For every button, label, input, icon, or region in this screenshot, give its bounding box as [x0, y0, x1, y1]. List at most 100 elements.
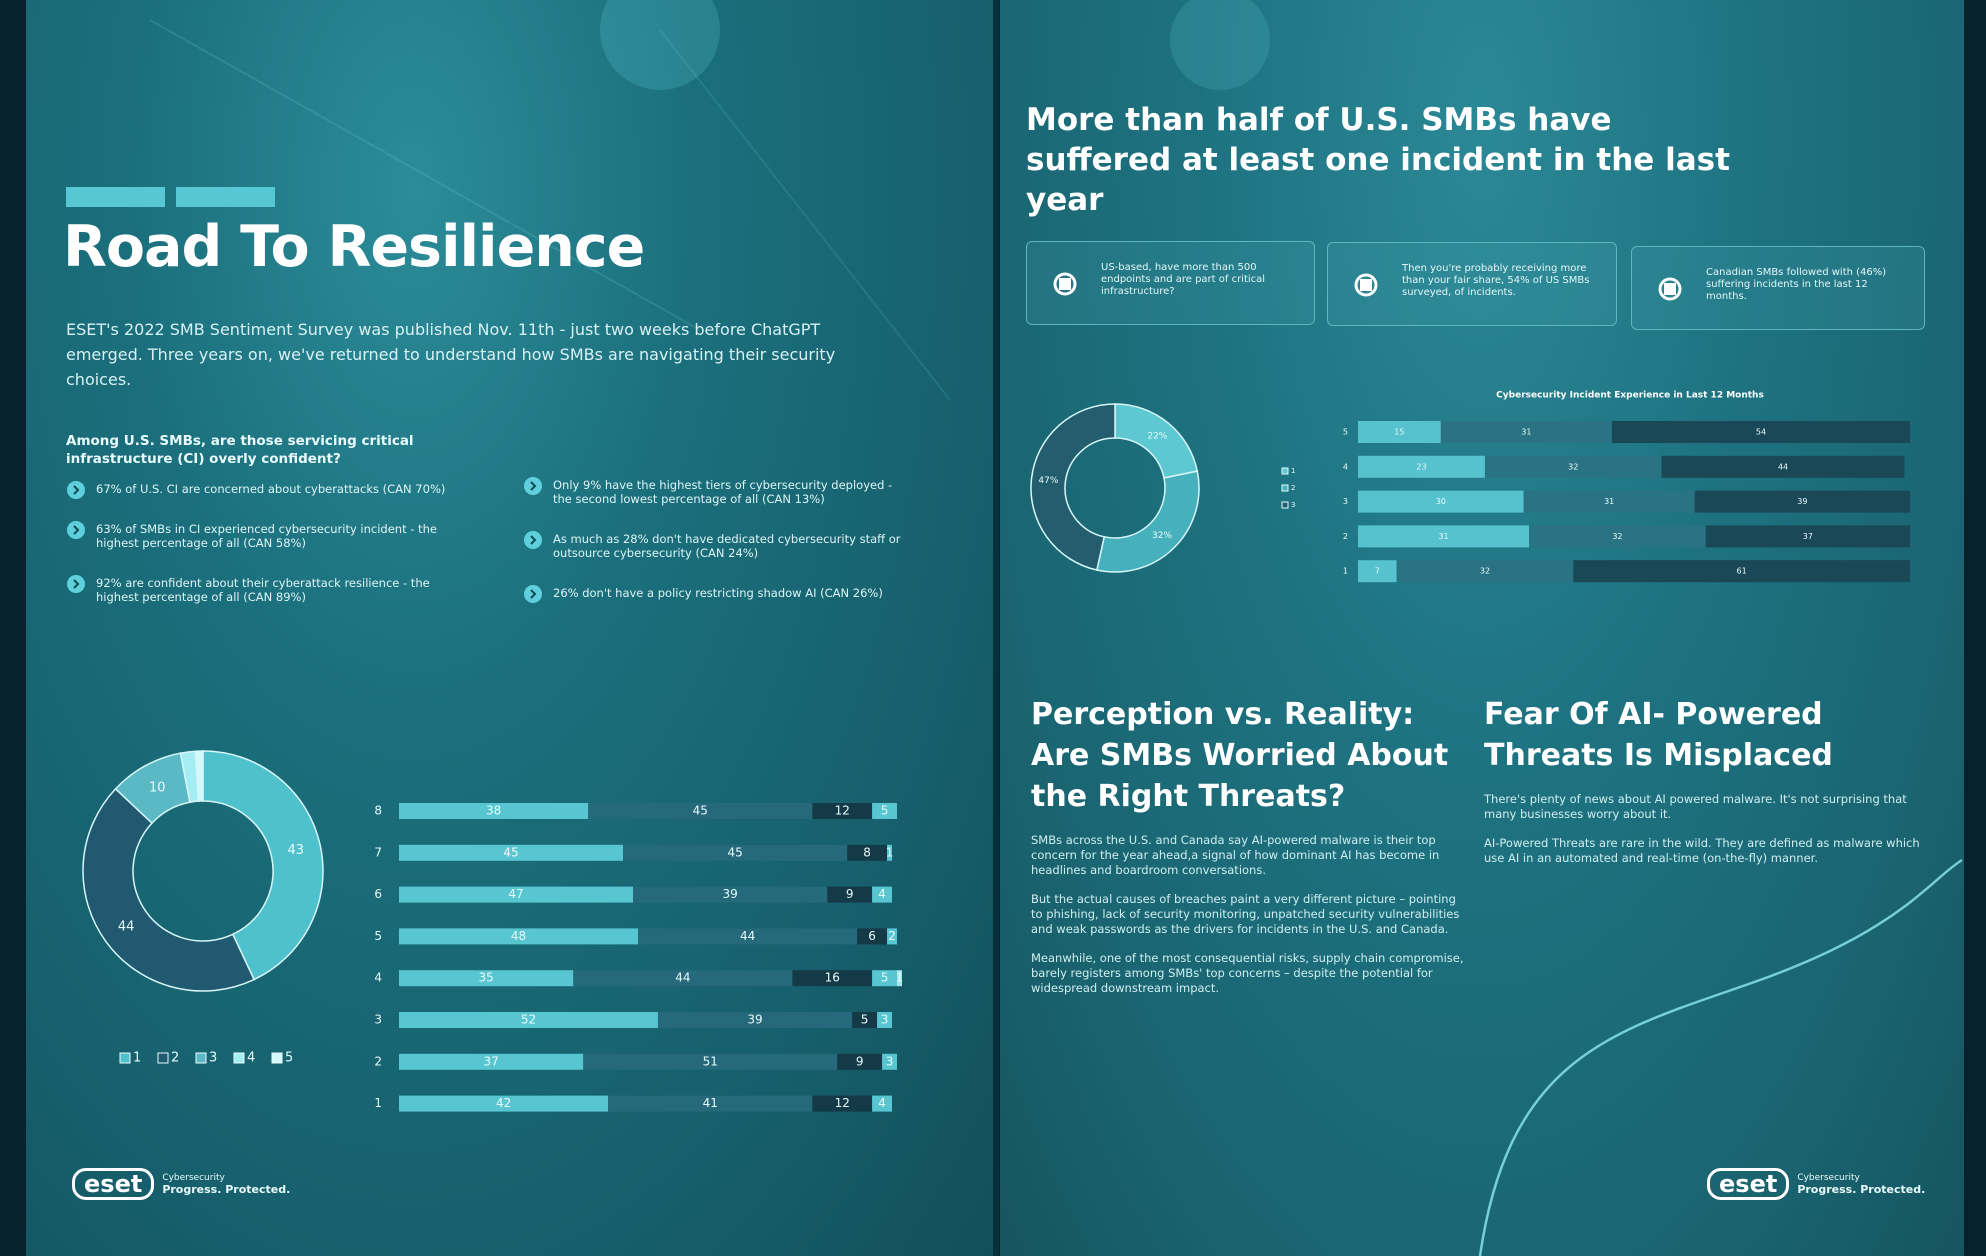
icon-chevron — [530, 589, 537, 599]
data-label: 31 — [1438, 532, 1448, 541]
bullet-text: As much as 28% don't have dedicated cybe… — [553, 532, 901, 560]
bar-segment — [608, 1095, 813, 1112]
donut-slice — [202, 750, 324, 981]
card-icon — [1658, 277, 1682, 301]
y-tick-label: 4 — [1343, 462, 1348, 471]
bar-segment — [1358, 421, 1441, 443]
data-label: 39 — [1797, 497, 1807, 506]
data-label: 45 — [503, 845, 518, 859]
bullet-icon — [67, 521, 85, 539]
bar-segment — [399, 1095, 609, 1112]
data-label: 35 — [479, 971, 494, 985]
legend-label: 1 — [133, 1051, 141, 1066]
bar-segment — [812, 803, 873, 819]
bar-segment — [872, 1095, 893, 1112]
data-label: 32% — [1152, 531, 1172, 541]
icon-shape — [1059, 278, 1071, 290]
bar-segment — [657, 1012, 853, 1028]
bar-segment — [1611, 421, 1910, 443]
bullet-text: Only 9% have the highest tiers of cybers… — [553, 478, 893, 506]
data-label: 42 — [496, 1096, 511, 1110]
icon-chevron — [73, 579, 80, 589]
data-label: 45 — [728, 845, 743, 859]
bar-segment — [812, 1095, 873, 1112]
legend-label: 3 — [209, 1051, 217, 1066]
legend-swatch — [157, 1052, 169, 1064]
legend-label: 5 — [285, 1051, 293, 1066]
decor-line — [659, 29, 951, 401]
legend-swatch — [119, 1052, 131, 1064]
data-label: 32 — [1612, 532, 1622, 541]
section-paragraph: Meanwhile, one of the most consequential… — [1031, 951, 1464, 995]
data-label: 47% — [1038, 476, 1058, 486]
bar-segment — [887, 928, 897, 945]
y-tick-label: 1 — [374, 1096, 382, 1110]
bar-segment — [877, 1012, 893, 1028]
data-label: 5 — [881, 804, 889, 818]
icon-shape — [1658, 277, 1682, 301]
data-label: 8 — [863, 845, 871, 859]
bar-segment — [1694, 490, 1910, 513]
y-tick-label: 8 — [374, 804, 382, 818]
data-label: 30 — [1436, 497, 1446, 506]
stacked-bar-chart: 8 38 45 12 57 45 45 8 16 47 39 9 45 48 44 6 24 35 44 16 5 13 5… — [374, 803, 904, 1112]
bar-segment — [1529, 525, 1706, 548]
bullet-icon — [524, 585, 542, 603]
bar-segment — [792, 970, 873, 987]
bar-segment — [857, 928, 888, 945]
logo-mark: eset — [72, 1168, 155, 1200]
bar-segment — [887, 844, 893, 861]
logo-line: Progress. Protected. — [162, 1182, 291, 1196]
y-tick-label: 2 — [374, 1054, 382, 1068]
spacer — [1031, 817, 1481, 833]
intro: ESET's 2022 SMB Sentiment Survey was pub… — [66, 320, 836, 389]
legend-label: 3 — [1291, 501, 1295, 509]
bar-segment — [852, 1012, 878, 1028]
bullet-text: 67% of U.S. CI are concerned about cyber… — [96, 482, 446, 496]
logo-tagline: Cybersecurity Progress. Protected. — [162, 1172, 290, 1197]
logo: eset Cybersecurity Progress. Protected. — [1707, 1168, 1925, 1200]
card-text: Then you're probably receiving more than… — [1402, 263, 1590, 298]
y-tick-label: 3 — [1343, 497, 1348, 506]
data-label: 4 — [878, 887, 886, 901]
data-label: 52 — [521, 1013, 536, 1027]
data-label: 10 — [149, 780, 166, 795]
bar-segment — [897, 970, 902, 987]
bar-segment — [399, 844, 624, 861]
question: Among U.S. SMBs, are those servicing cri… — [66, 433, 414, 467]
logo-tagline: Cybersecurity Progress. Protected. — [1797, 1172, 1925, 1197]
section-heading: Fear Of AI- Powered Threats Is Misplaced — [1484, 697, 1833, 773]
icon-shape — [1664, 283, 1676, 295]
bar-segment — [872, 803, 897, 819]
bar-segment — [583, 1053, 838, 1070]
icon-circle — [67, 481, 85, 499]
bar-segment — [872, 886, 893, 903]
data-label: 1 — [896, 971, 904, 985]
y-tick-label: 2 — [1343, 532, 1348, 541]
bar-segment — [1396, 560, 1574, 583]
legend-swatch — [233, 1052, 245, 1064]
donut-chart: 43 44 10 1 2 3 4 5 — [82, 750, 324, 1066]
bullet-text: 26% don't have a policy restricting shad… — [553, 586, 883, 600]
data-label: 22% — [1147, 432, 1167, 442]
donut-slice — [1030, 403, 1116, 571]
data-label: 44 — [118, 919, 135, 934]
data-label: 41 — [703, 1096, 718, 1110]
legend-label: 2 — [1291, 484, 1295, 492]
icon-shape — [1354, 273, 1378, 297]
y-tick-label: 1 — [1343, 567, 1348, 576]
bullet-text: 63% of SMBs in CI experienced cybersecur… — [96, 522, 437, 550]
icon-circle — [524, 531, 542, 549]
icon-chevron — [530, 535, 537, 545]
legend-label: 4 — [247, 1051, 255, 1066]
data-label: 31 — [1521, 428, 1531, 437]
bar-segment — [623, 844, 848, 861]
data-label: 44 — [740, 929, 755, 943]
bar-segment — [638, 928, 858, 945]
data-label: 37 — [483, 1054, 498, 1068]
y-tick-label: 5 — [1343, 428, 1348, 437]
glow — [600, 0, 720, 90]
y-tick-label: 5 — [374, 929, 382, 943]
stacked-bar-chart: Cybersecurity Incident Experience in Las… — [1343, 391, 1910, 583]
